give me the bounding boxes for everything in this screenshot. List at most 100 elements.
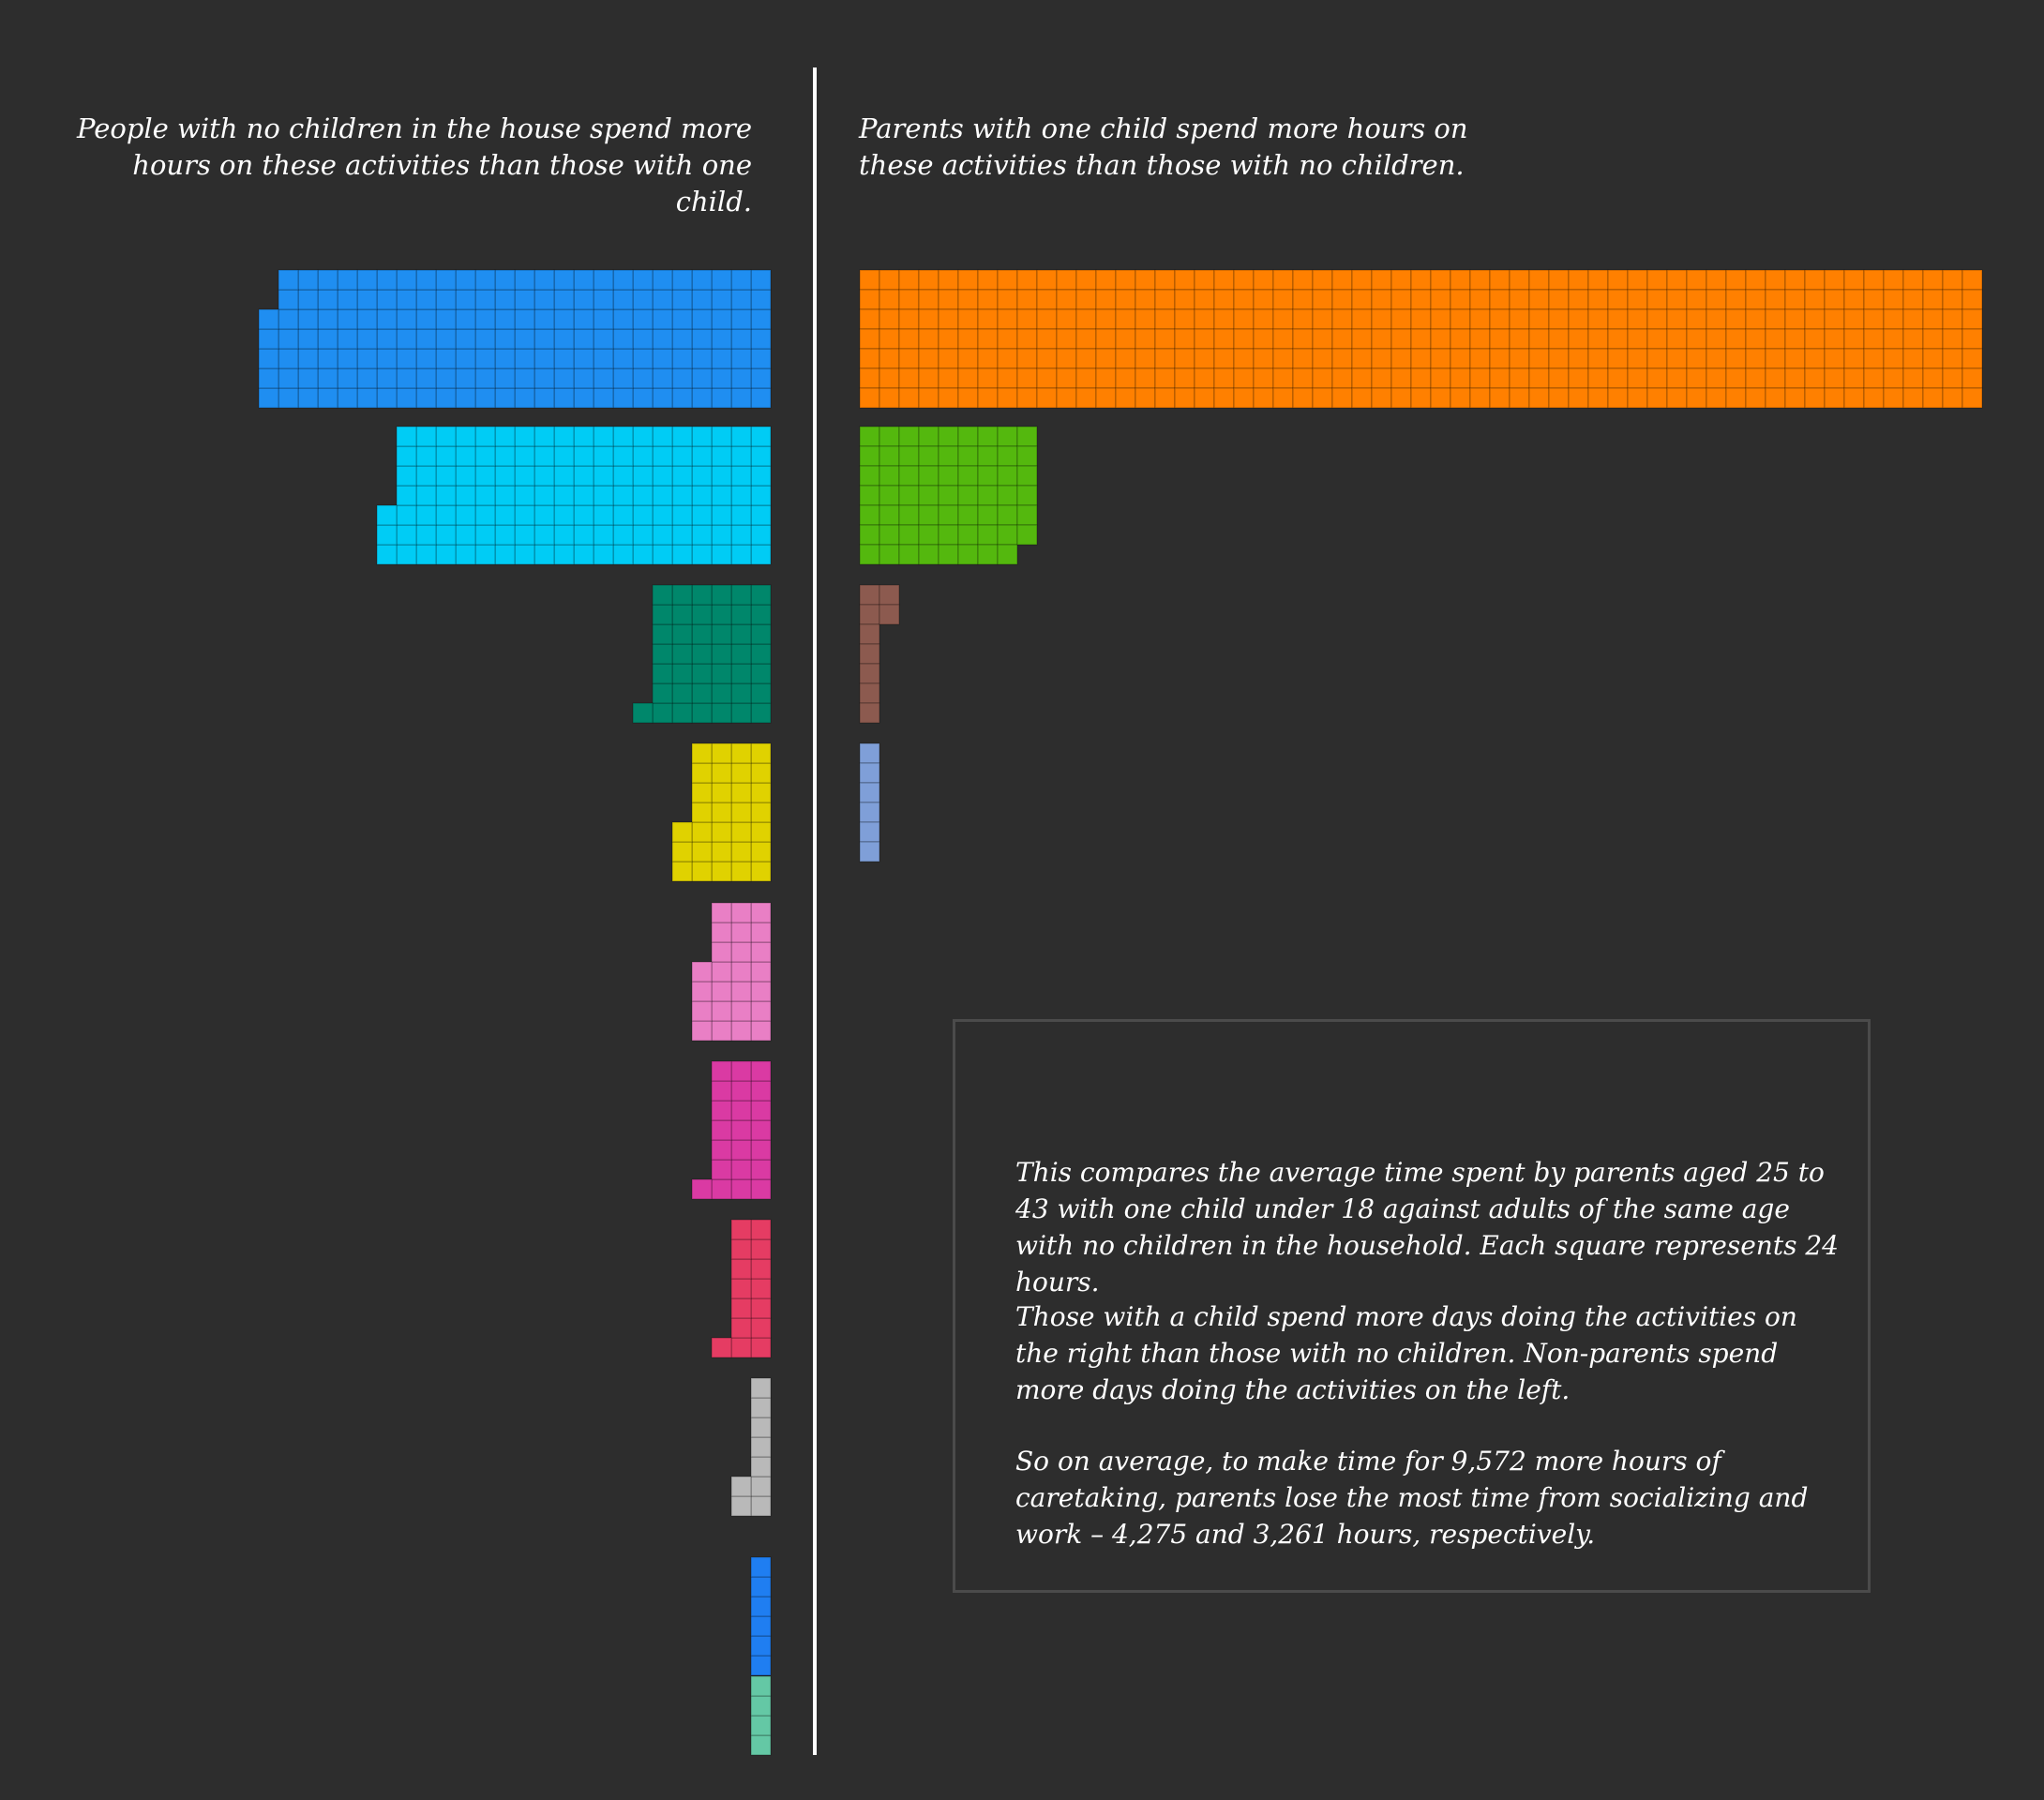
left-block-1-square (415, 269, 437, 291)
right-block-1-square (1450, 328, 1471, 350)
right-block-1-square (1587, 387, 1609, 409)
left-block-2-square (534, 485, 555, 506)
right-block-1-square (1233, 328, 1255, 350)
left-block-2-square (553, 524, 575, 546)
right-block-1-square (1430, 368, 1451, 389)
right-block-2-square (938, 426, 959, 447)
right-block-1-square (1824, 348, 1845, 369)
left-block-1-square (750, 289, 772, 310)
right-block-1-square (1194, 308, 1215, 330)
left-block-1-square (750, 269, 772, 291)
left-block-1-square (573, 308, 594, 330)
left-block-3-square (750, 584, 772, 606)
right-block-1-square (1135, 368, 1156, 389)
left-block-10-square (750, 1715, 772, 1736)
right-block-2-square (938, 544, 959, 565)
right-block-1-square (1233, 348, 1255, 369)
left-block-3-square (750, 682, 772, 704)
left-block-4-square (750, 762, 772, 784)
right-block-1-square (977, 348, 999, 369)
left-block-6-square (711, 1119, 732, 1141)
left-block-1-square (415, 368, 437, 389)
right-block-1-square (1666, 348, 1688, 369)
right-block-1-square (859, 269, 880, 291)
left-block-1-square (474, 368, 496, 389)
left-block-2-square (691, 485, 713, 506)
left-block-2-square (730, 544, 752, 565)
right-block-1-square (1095, 308, 1117, 330)
right-block-3-square (859, 623, 880, 645)
left-block-1-square (297, 289, 319, 310)
right-block-1-square (1016, 328, 1038, 350)
left-block-1-square (632, 348, 654, 369)
left-block-7-square (730, 1258, 752, 1280)
right-block-1-square (1430, 289, 1451, 310)
right-block-1-square (1450, 289, 1471, 310)
left-block-2-square (750, 504, 772, 526)
right-block-1-square (1942, 289, 1963, 310)
right-block-1-square (1568, 328, 1589, 350)
right-block-1-square (1824, 368, 1845, 389)
right-block-1-square (1528, 269, 1550, 291)
left-block-5-square (730, 1000, 752, 1022)
left-block-1-square (671, 368, 693, 389)
right-block-1-square (1528, 368, 1550, 389)
right-block-1-square (1863, 387, 1885, 409)
left-block-7-square (730, 1278, 752, 1299)
right-block-1-square (1056, 308, 1077, 330)
right-block-1-square (1883, 348, 1904, 369)
left-block-1-square (652, 348, 673, 369)
left-block-2-square (376, 544, 398, 565)
left-block-1-square (317, 269, 338, 291)
left-block-1-square (435, 368, 457, 389)
left-block-1 (258, 269, 772, 409)
left-block-3-square (691, 623, 713, 645)
right-block-1-square (1075, 368, 1097, 389)
left-block-3-square (652, 682, 673, 704)
right-block-2-square (957, 485, 979, 506)
right-block-1-square (1016, 348, 1038, 369)
right-block-1-square (1607, 348, 1629, 369)
left-block-1-square (317, 368, 338, 389)
left-block-1-square (435, 308, 457, 330)
right-block-1-square (1450, 308, 1471, 330)
left-block-3-square (671, 663, 693, 684)
right-block-1-square (1450, 368, 1471, 389)
right-block-1-square (898, 368, 920, 389)
right-block-1-square (1922, 348, 1944, 369)
right-block-2-square (918, 465, 939, 487)
right-block-1-square (1312, 348, 1333, 369)
right-block-1-square (1075, 387, 1097, 409)
right-block-1-square (1075, 308, 1097, 330)
left-block-5-square (730, 1020, 752, 1042)
left-block-5-square (711, 1000, 732, 1022)
left-block-1-square (534, 387, 555, 409)
right-block-1-square (938, 269, 959, 291)
left-block-2-square (652, 426, 673, 447)
left-block-1-square (593, 269, 614, 291)
left-block-1-square (534, 348, 555, 369)
left-block-6-square (730, 1178, 752, 1200)
left-block-1-square (730, 387, 752, 409)
left-block-4-square (750, 742, 772, 764)
right-block-1-square (1174, 289, 1195, 310)
left-block-3-square (691, 584, 713, 606)
left-block-2-square (612, 445, 634, 467)
left-block-3-square (730, 643, 752, 665)
right-block-1-square (1410, 269, 1432, 291)
left-block-7-square (750, 1298, 772, 1319)
left-block-1-square (553, 387, 575, 409)
left-block-2-square (514, 544, 535, 565)
right-block-1-square (1194, 328, 1215, 350)
right-block-2-square (1016, 504, 1038, 526)
left-block-2-square (593, 504, 614, 526)
left-block-4-square (730, 762, 752, 784)
right-block-1-square (1666, 368, 1688, 389)
right-block-1-square (1430, 348, 1451, 369)
left-block-1-square (711, 368, 732, 389)
right-block-2-square (879, 465, 900, 487)
left-block-2-square (415, 445, 437, 467)
left-block-1-square (514, 328, 535, 350)
left-block-2-square (435, 544, 457, 565)
left-block-1-square (356, 368, 378, 389)
